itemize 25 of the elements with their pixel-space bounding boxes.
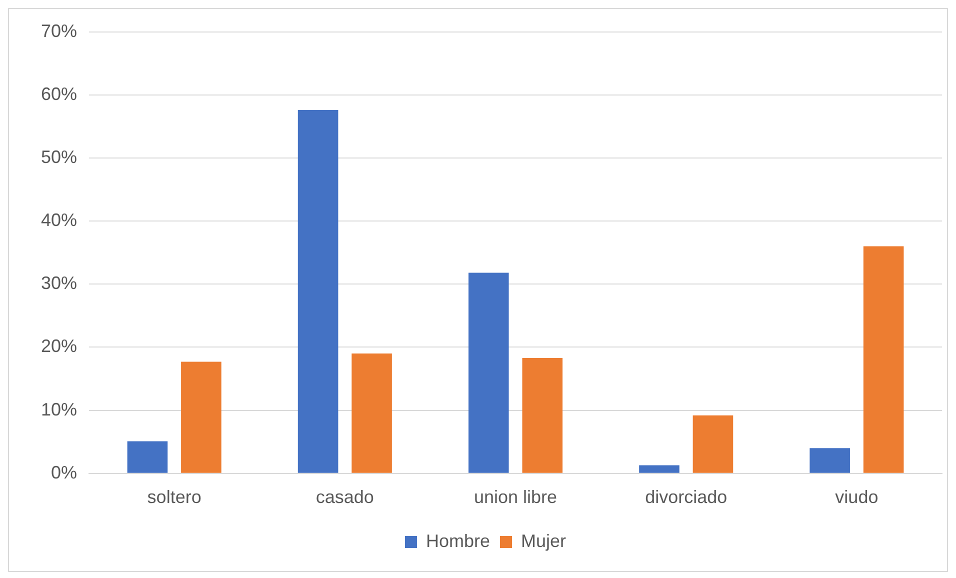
bar [468, 272, 509, 473]
x-tick-label: viudo [835, 487, 878, 508]
y-tick-label: 70% [40, 20, 78, 41]
legend-label: Mujer [521, 530, 566, 551]
y-tick-label: 20% [40, 336, 78, 356]
x-tick-label: soltero [147, 487, 202, 508]
bar [639, 465, 680, 473]
bar [692, 415, 734, 473]
bar [298, 110, 338, 473]
y-tick-label: 30% [40, 273, 78, 294]
y-tick-label: 10% [40, 399, 78, 420]
bar [352, 354, 392, 473]
bar [181, 362, 222, 473]
x-tick-label: casado [316, 487, 374, 508]
bar [863, 246, 904, 473]
legend-label: Hombre [426, 530, 490, 551]
y-tick-label: 50% [40, 146, 78, 167]
y-tick-label: 0% [51, 462, 78, 482]
y-tick-label: 60% [40, 84, 78, 104]
x-tick-label: divorciado [645, 487, 728, 508]
x-tick-label: union libre [474, 487, 558, 508]
bar [522, 358, 563, 473]
y-tick-label: 40% [40, 210, 78, 230]
bar [810, 448, 850, 473]
bar [127, 441, 168, 473]
